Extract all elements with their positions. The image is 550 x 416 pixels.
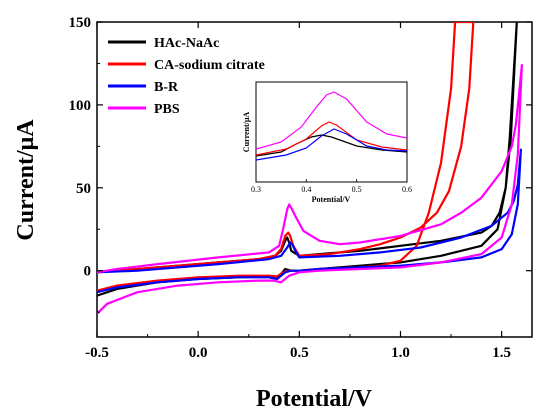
y-tick-label: 150 <box>69 15 92 31</box>
x-tick-label: 1.0 <box>391 345 410 361</box>
inset-curves <box>256 91 407 161</box>
plot-frame <box>96 21 533 338</box>
x-ticks: -0.5 0.0 0.5 1.0 1.5 <box>85 22 511 361</box>
inset-x-tick-label: 0.6 <box>402 185 412 194</box>
legend-label-hac-naac: HAc-NaAc <box>154 36 219 51</box>
inset-series-pbs-curve <box>256 91 407 150</box>
x-axis-title: Potential/V <box>256 386 373 412</box>
y-tick-label: 0 <box>84 264 92 280</box>
x-tick-label: 1.5 <box>492 345 511 361</box>
inset-series-ca-sodium-citrate-curve <box>256 121 407 156</box>
series-pbs-curve <box>97 63 523 315</box>
series-ca-sodium-citrate-curve <box>97 22 475 292</box>
y-tick-label: 100 <box>69 98 92 114</box>
inset-frame <box>255 81 408 183</box>
main-curves <box>97 22 523 315</box>
inset-y-axis-title: Current/μA <box>242 112 251 153</box>
inset-x-ticks: 0.3 0.4 0.5 0.6 <box>251 179 412 194</box>
inset-x-tick-label: 0.5 <box>352 185 362 194</box>
inset-x-tick-label: 0.4 <box>301 185 311 194</box>
y-tick-label: 50 <box>76 181 91 197</box>
inset-x-tick-label: 0.3 <box>251 185 261 194</box>
inset-x-axis-title: Potential/V <box>312 195 351 204</box>
legend-label-pbs: PBS <box>154 102 180 117</box>
inset-chart: 0.3 0.4 0.5 0.6 Potential/V Current/μA <box>242 81 412 204</box>
x-tick-label: 0.0 <box>189 345 208 361</box>
y-ticks: 0 50 100 150 <box>69 15 532 313</box>
inset-series-b-r-curve <box>256 128 407 161</box>
x-tick-label: 0.5 <box>290 345 309 361</box>
x-tick-label: -0.5 <box>85 345 109 361</box>
legend-label-b-r: B-R <box>154 80 179 95</box>
legend: HAc-NaAc CA-sodium citrate B-R PBS <box>108 36 265 117</box>
y-axis-title: Current/μA <box>13 119 39 241</box>
legend-label-ca-sodium-citrate: CA-sodium citrate <box>154 58 265 73</box>
series-b-r-curve <box>97 148 522 294</box>
plot-area: -0.5 0.0 0.5 1.0 1.5 0 50 100 150 Potential/V C… <box>13 15 533 412</box>
